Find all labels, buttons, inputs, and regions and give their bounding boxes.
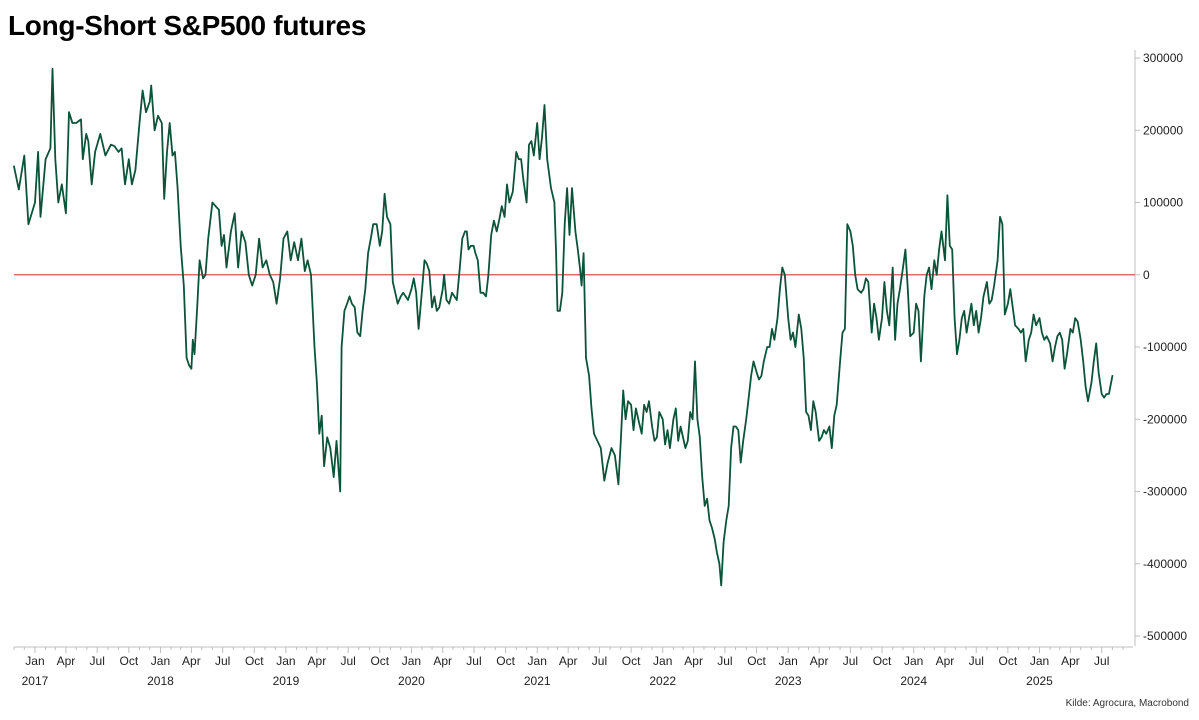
x-month-label: Apr [433,654,452,668]
x-year-label: 2022 [649,674,676,688]
x-month-label: Jan [151,654,170,668]
x-month-label: Jul [1094,654,1109,668]
y-tick-label: 100000 [1143,196,1183,210]
x-year-label: 2020 [398,674,425,688]
x-month-label: Jul [90,654,105,668]
x-month-label: Apr [936,654,955,668]
y-tick-label: -100000 [1143,340,1187,354]
x-year-label: 2018 [147,674,174,688]
y-tick-label: -400000 [1143,557,1187,571]
x-month-label: Oct [873,654,892,668]
x-month-label: Jul [969,654,984,668]
x-year-label: 2023 [775,674,802,688]
x-month-label: Apr [308,654,327,668]
x-month-label: Oct [496,654,515,668]
x-month-label: Jan [653,654,672,668]
x-month-label: Jan [779,654,798,668]
x-month-label: Oct [245,654,264,668]
y-tick-label: -500000 [1143,629,1187,643]
x-year-label: 2017 [22,674,49,688]
x-month-label: Oct [370,654,389,668]
x-year-label: 2019 [273,674,300,688]
series-line [13,67,1114,587]
x-month-label: Jan [25,654,44,668]
x-month-label: Jan [904,654,923,668]
y-tick-label: 200000 [1143,123,1183,137]
x-month-label: Jul [717,654,732,668]
x-month-label: Oct [119,654,138,668]
x-month-label: Apr [182,654,201,668]
x-month-label: Jan [1030,654,1049,668]
x-month-label: Jan [528,654,547,668]
chart-title: Long-Short S&P500 futures [8,10,367,41]
x-month-label: Oct [622,654,641,668]
x-month-label: Jan [402,654,421,668]
y-tick-label: -200000 [1143,412,1187,426]
x-year-label: 2024 [900,674,927,688]
y-tick-label: 300000 [1143,51,1183,65]
x-month-label: Jan [276,654,295,668]
x-month-label: Apr [684,654,703,668]
x-month-label: Jul [592,654,607,668]
x-month-label: Apr [1061,654,1080,668]
x-month-label: Jul [215,654,230,668]
y-tick-label: 0 [1143,268,1150,282]
x-month-label: Jul [843,654,858,668]
x-month-label: Apr [57,654,76,668]
x-month-label: Jul [340,654,355,668]
x-month-label: Apr [559,654,578,668]
x-month-label: Apr [810,654,829,668]
x-month-label: Oct [999,654,1018,668]
y-tick-label: -300000 [1143,485,1187,499]
x-year-label: 2021 [524,674,551,688]
source-note: Kilde: Agrocura, Macrobond [1065,698,1189,709]
x-month-label: Oct [747,654,766,668]
x-year-label: 2025 [1026,674,1053,688]
x-month-label: Jul [466,654,481,668]
